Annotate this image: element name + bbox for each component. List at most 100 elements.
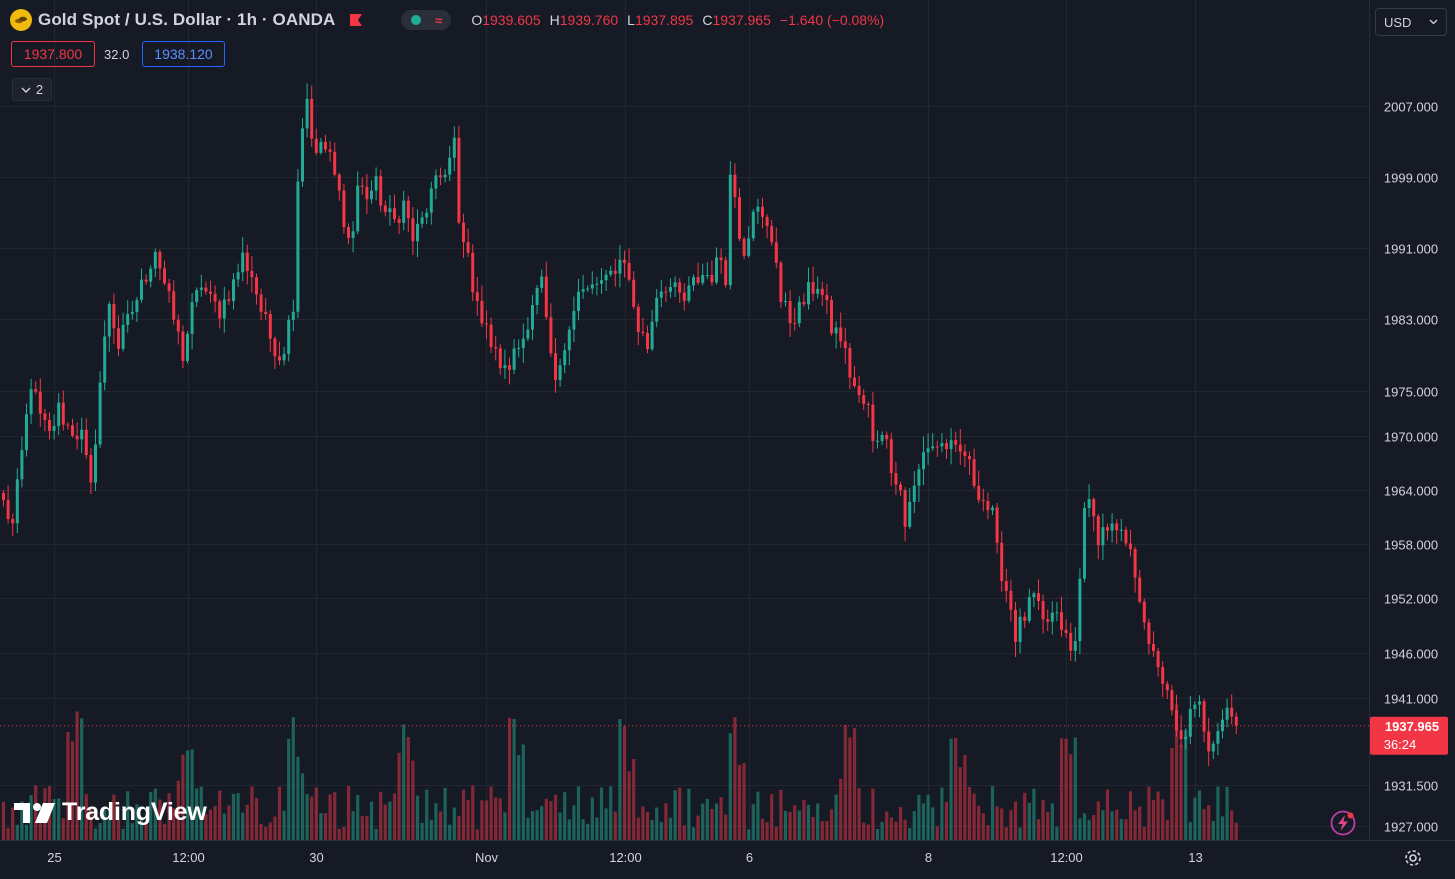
time-axis[interactable]: 25 12:00 30 Nov 12:00 6 8 12:00 13 (47, 850, 1202, 865)
candle-body (2, 492, 5, 501)
volume-bar (507, 717, 512, 840)
price-tick-label: 1946.000 (1384, 647, 1438, 662)
indicators-collapse-button[interactable]: 2 (12, 78, 52, 101)
volume-bar (1128, 791, 1133, 840)
candle-body (761, 206, 764, 217)
volume-bar (273, 816, 277, 840)
candle-body (1225, 707, 1229, 720)
volume-bar (236, 793, 240, 840)
currency-select[interactable]: USD (1375, 8, 1447, 36)
candle-body (1064, 629, 1068, 634)
price-tick-label: 1958.000 (1384, 538, 1438, 553)
candle-body (20, 450, 24, 480)
candle-body (613, 270, 617, 274)
currency-value: USD (1384, 14, 1412, 30)
candle-body (38, 391, 42, 414)
candle-body (457, 137, 461, 223)
volume-bar (820, 821, 824, 840)
volume-bar (1023, 792, 1027, 840)
tradingview-logo[interactable]: TradingView (14, 798, 207, 827)
volume-bar (61, 818, 65, 840)
candle-body (1138, 577, 1142, 602)
settings-gear-icon[interactable] (1402, 847, 1424, 869)
volume-bar (1004, 827, 1008, 840)
candle-body (84, 429, 88, 455)
volume-bar (388, 801, 392, 840)
volume-bar (195, 788, 199, 840)
volume-bar (963, 754, 967, 840)
candlesticks (2, 83, 1238, 766)
volume-bar (659, 822, 663, 840)
time-tick-label: 6 (746, 850, 753, 865)
candle-body (1129, 543, 1132, 550)
market-status-pill[interactable]: ≈ (401, 10, 452, 30)
candle-body (600, 280, 603, 284)
flag-icon[interactable] (349, 13, 363, 27)
volume-bar (517, 755, 521, 840)
volume-bar (521, 744, 525, 840)
buy-button[interactable]: 1938.120 (142, 41, 225, 67)
volume-bars (1, 704, 1238, 840)
candle-body (926, 448, 930, 453)
volume-bar (158, 799, 162, 840)
candle-body (1230, 707, 1234, 717)
candle-body (140, 279, 143, 300)
volume-bar (986, 825, 990, 840)
candle-body (1055, 612, 1059, 614)
candle-body (305, 98, 309, 129)
last-price-label: 1937.965 36:24 (1370, 716, 1448, 755)
volume-bar (1151, 799, 1156, 840)
volume-bar (89, 807, 93, 840)
volume-bar (218, 790, 222, 840)
volume-bar (540, 806, 544, 840)
candle-body (738, 197, 741, 239)
candle-body (209, 291, 212, 294)
volume-bar (967, 786, 972, 840)
candle-body (333, 151, 337, 175)
candle-body (494, 347, 498, 349)
volume-bar (149, 792, 153, 840)
candle-body (558, 365, 562, 381)
volume-bar (972, 793, 976, 840)
candle-body (908, 501, 912, 527)
candle-body (572, 310, 576, 330)
volume-bar (1193, 797, 1197, 840)
volume-bar (931, 807, 935, 840)
candle-body (43, 413, 47, 420)
candle-body (416, 223, 419, 242)
candle-body (1156, 651, 1160, 667)
candle-body (57, 402, 61, 427)
candle-body (291, 311, 295, 320)
volume-bar (751, 804, 755, 840)
time-tick-label: 30 (309, 850, 323, 865)
candle-body (715, 257, 718, 283)
volume-bar (981, 813, 985, 840)
volume-bar (567, 819, 571, 840)
candle-body (498, 348, 502, 369)
volume-bar (1142, 826, 1146, 840)
price-axis[interactable]: 2007.000 1999.000 1991.000 1983.000 1975.000… (1384, 100, 1438, 835)
candle-body (940, 443, 944, 447)
candle-body (1152, 644, 1155, 652)
volume-bar (1188, 822, 1192, 840)
volume-bar (1059, 738, 1064, 840)
volume-bar (958, 767, 962, 840)
candle-body (236, 272, 240, 280)
volume-bar (797, 810, 801, 840)
volume-bar (268, 822, 272, 840)
candle-body (949, 440, 953, 450)
candle-body (609, 270, 613, 275)
lightning-icon[interactable] (1330, 810, 1356, 836)
volume-bar (185, 750, 190, 840)
symbol-title[interactable]: Gold Spot / U.S. Dollar · 1h · OANDA (38, 10, 336, 29)
volume-bar (1207, 805, 1211, 840)
sell-button[interactable]: 1937.800 (11, 41, 95, 67)
time-tick-label: 12:00 (172, 850, 205, 865)
candle-body (862, 395, 866, 404)
volume-bar (1234, 822, 1238, 840)
volume-bar (802, 799, 806, 840)
candle-body (991, 507, 994, 511)
candle-body (241, 252, 245, 273)
market-open-dot-icon (410, 15, 421, 25)
